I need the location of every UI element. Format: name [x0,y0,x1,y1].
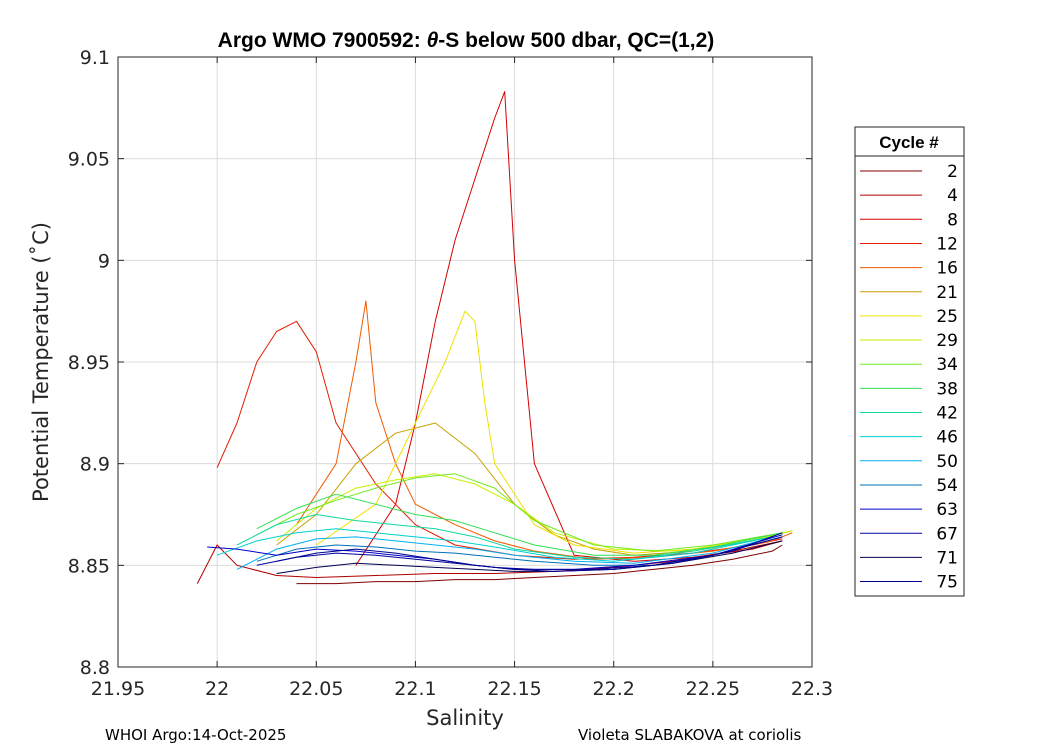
legend-label-cycle-16: 16 [936,259,958,279]
legend-label-cycle-34: 34 [936,355,958,375]
x-tick-label: 22 [205,678,229,700]
x-tick-label: 22.2 [593,678,635,700]
y-tick-label: 8.8 [80,657,110,679]
y-tick-label: 9.05 [68,149,110,171]
chart-title-suffix: -S below 500 dbar, QC=(1,2) [438,29,714,52]
legend-label-cycle-67: 67 [936,524,958,544]
x-tick-label: 22.25 [686,678,740,700]
y-tick-label: 9 [98,250,110,272]
series-line-cycle-8 [355,91,783,566]
legend-label-cycle-25: 25 [936,307,958,327]
y-tick-label: 9.1 [80,47,110,69]
legend-label-cycle-2: 2 [947,162,958,182]
series-line-cycle-12 [216,320,783,560]
grid-layer [118,57,812,667]
legend-label-cycle-54: 54 [936,476,958,496]
series-line-cycle-75 [276,532,783,572]
x-tick-label: 22.1 [394,678,436,700]
series-line-cycle-50 [236,534,783,570]
footer-credit-operator: Violeta SLABAKOVA at coriolis [578,726,802,744]
series-line-cycle-42 [236,514,773,560]
x-tick-label: 22.05 [289,678,343,700]
y-axis-label: Potential Temperature (˚C) [29,222,53,502]
legend-box [854,126,965,597]
legend: Cycle # 2 4 8 12 16 21 25 29 34 38 42 46 50 54 63 67 71 7… [854,126,965,597]
series-line-cycle-4 [196,540,783,584]
series-line-cycle-2 [296,544,783,585]
legend-label-cycle-46: 46 [936,428,958,448]
legend-label-cycle-29: 29 [936,331,958,351]
legend-items: 2 4 8 12 16 21 25 29 34 38 42 46 50 54 63 67 71 75 [860,162,958,593]
x-tick-label: 22.3 [791,678,833,700]
y-tick-label: 8.9 [80,454,110,476]
legend-title: Cycle # [879,133,939,152]
chart-title-theta: θ [427,29,439,52]
series-line-cycle-46 [216,528,773,562]
legend-label-cycle-50: 50 [936,452,958,472]
series-line-cycle-29 [276,473,793,552]
legend-label-cycle-38: 38 [936,379,958,399]
series-line-cycle-34 [256,473,783,552]
y-tick-label: 8.85 [68,555,110,577]
y-tick-label: 8.95 [68,352,110,374]
series-line-cycle-38 [256,493,783,556]
legend-label-cycle-42: 42 [936,404,958,424]
x-tick-label: 22.15 [487,678,541,700]
legend-label-cycle-8: 8 [947,210,958,230]
legend-label-cycle-75: 75 [936,573,958,593]
legend-label-cycle-71: 71 [936,548,958,568]
x-tick-label: 21.95 [91,678,145,700]
footer-credit-date: WHOI Argo:14-Oct-2025 [105,726,287,744]
series-line-cycle-67 [256,536,783,570]
legend-label-cycle-12: 12 [936,234,958,254]
chart-title-prefix: Argo WMO 7900592: [218,29,427,52]
chart-title: Argo WMO 7900592: θ-S below 500 dbar, QC… [218,29,715,52]
legend-label-cycle-4: 4 [947,186,958,206]
legend-label-cycle-21: 21 [936,283,958,303]
series-layer [196,91,793,585]
x-axis-label: Salinity [426,706,504,730]
tick-layer: 21.95 22 22.05 22.1 22.15 22.2 22.25 22.3 8.8 8.8… [68,47,833,700]
legend-label-cycle-63: 63 [936,500,958,520]
series-line-cycle-16 [296,300,793,560]
